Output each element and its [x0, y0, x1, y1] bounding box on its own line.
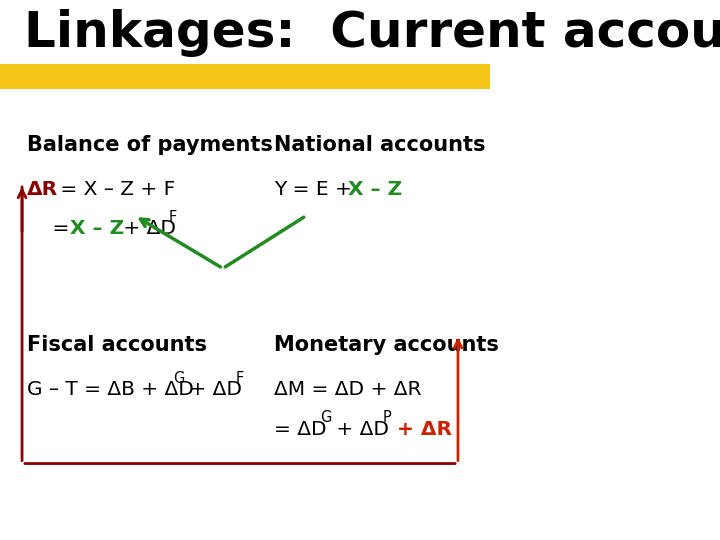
Text: =: = — [27, 219, 76, 238]
Text: X – Z: X – Z — [70, 219, 124, 238]
Text: = X – Z + F: = X – Z + F — [54, 180, 176, 199]
Text: Balance of payments: Balance of payments — [27, 135, 273, 155]
Text: P: P — [382, 410, 391, 426]
Text: Y = E +: Y = E + — [274, 180, 359, 199]
Text: = ΔD: = ΔD — [274, 420, 327, 438]
Text: F: F — [169, 210, 177, 225]
Text: + ΔD: + ΔD — [117, 219, 176, 238]
Text: ΔR: ΔR — [27, 180, 58, 199]
Text: G: G — [174, 371, 185, 386]
Bar — [0, 64, 490, 89]
Text: X – Z: X – Z — [348, 180, 402, 199]
Text: G – T = ΔB + ΔD: G – T = ΔB + ΔD — [27, 380, 194, 399]
Text: + ΔR: + ΔR — [390, 420, 452, 438]
Text: Linkages:  Current account: Linkages: Current account — [24, 10, 720, 57]
Text: Monetary accounts: Monetary accounts — [274, 335, 499, 355]
Text: + ΔD: + ΔD — [184, 380, 243, 399]
Text: National accounts: National accounts — [274, 135, 486, 155]
Text: F: F — [235, 371, 243, 386]
Text: ΔM = ΔD + ΔR: ΔM = ΔD + ΔR — [274, 380, 422, 399]
Text: + ΔD: + ΔD — [330, 420, 390, 438]
Text: G: G — [320, 410, 332, 426]
Text: Fiscal accounts: Fiscal accounts — [27, 335, 207, 355]
